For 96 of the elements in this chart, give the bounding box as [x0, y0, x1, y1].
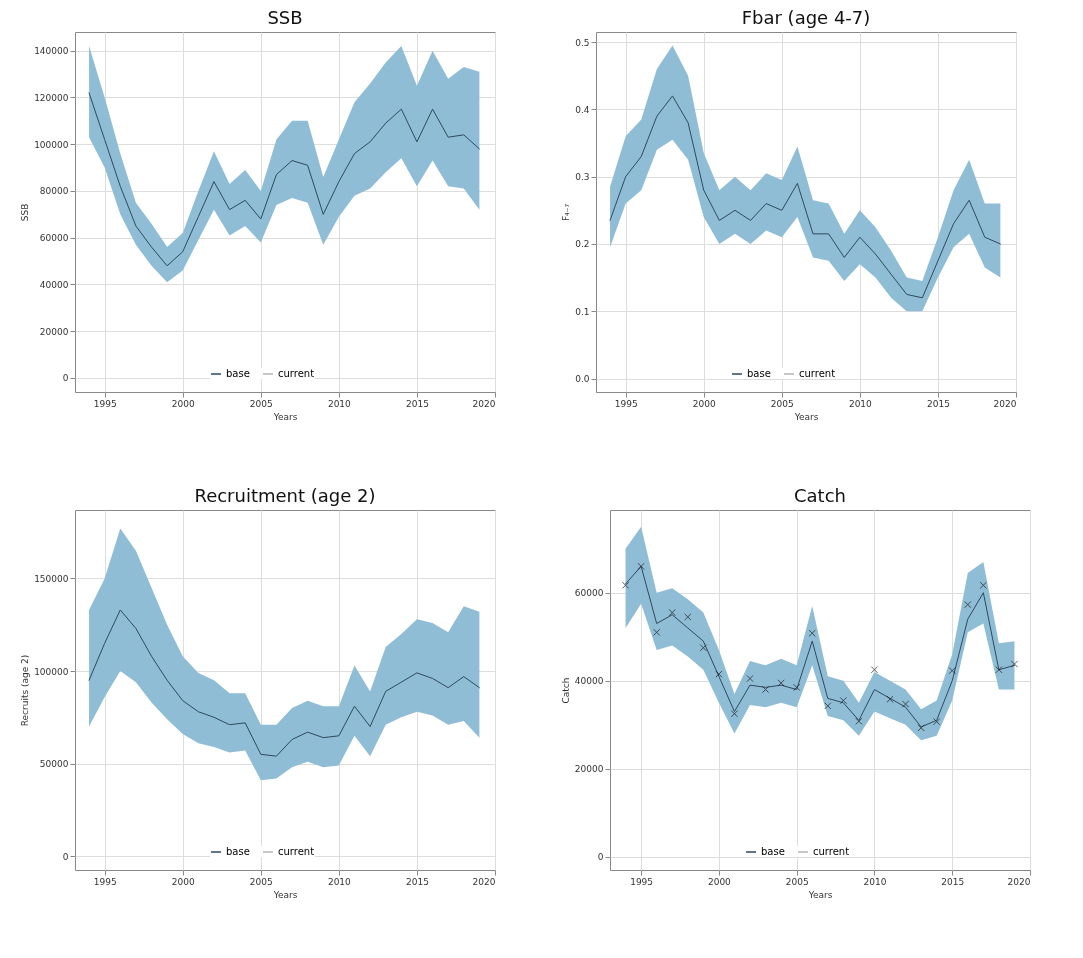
x-tick-label: 2020	[472, 876, 496, 887]
point	[948, 666, 956, 675]
y-tick-label: 0	[62, 373, 69, 384]
y-tick-label: 60000	[574, 588, 604, 599]
point	[668, 608, 676, 617]
y-tick-label: 0.3	[575, 172, 590, 183]
point	[793, 683, 801, 692]
y-tick-label: 0.5	[575, 37, 590, 48]
line-series	[625, 565, 1015, 728]
legend-label: base	[226, 846, 250, 857]
point	[839, 696, 847, 705]
x-axis-title: Years	[272, 889, 298, 900]
y-tick-label: 40000	[574, 676, 604, 687]
point	[746, 674, 754, 683]
legend-label: current	[278, 368, 315, 379]
x-tick-label: 2005	[770, 398, 794, 409]
x-axis-title: Years	[272, 411, 298, 422]
point	[684, 613, 692, 621]
point	[730, 710, 739, 718]
y-axis-title: Catch	[560, 677, 571, 704]
chart-title: Catch	[794, 485, 846, 506]
point	[855, 717, 863, 725]
point	[621, 581, 630, 589]
x-tick-label: 2015	[405, 876, 429, 887]
y-tick-label: 0.1	[575, 306, 590, 317]
point	[699, 644, 707, 652]
y-axis-title: Recruits (age 2)	[20, 654, 31, 727]
point	[917, 724, 925, 732]
x-tick-label: 1995	[93, 876, 117, 887]
y-tick-label: 0	[62, 851, 69, 862]
point	[715, 670, 723, 678]
chart-title: SSB	[267, 7, 303, 28]
point	[637, 562, 645, 570]
point	[901, 700, 910, 708]
x-tick-label: 2015	[941, 876, 965, 887]
y-tick-label: 40000	[39, 279, 69, 290]
legend-label: current	[278, 846, 315, 857]
x-tick-label: 2010	[327, 876, 352, 887]
point	[653, 628, 661, 637]
y-tick-label: 150000	[34, 573, 69, 584]
y-tick-label: 60000	[39, 233, 69, 244]
x-tick-label: 2005	[249, 398, 273, 409]
y-tick-label: 140000	[34, 46, 69, 57]
point	[824, 702, 832, 710]
x-tick-label: 2010	[863, 876, 887, 887]
legend-label: base	[761, 846, 785, 857]
x-tick-label: 2010	[327, 398, 352, 409]
legend-label: current	[813, 846, 850, 857]
point	[1010, 660, 1019, 668]
line-series	[88, 92, 480, 267]
x-tick-label: 2000	[171, 876, 195, 887]
y-tick-label: 80000	[39, 186, 69, 197]
x-tick-label: 2015	[405, 398, 429, 409]
x-tick-label: 2020	[993, 398, 1017, 409]
line-series	[609, 95, 1001, 299]
y-axis-title: SSB	[20, 203, 31, 222]
y-tick-label: 0	[597, 852, 604, 863]
point	[964, 600, 972, 609]
x-tick-label: 1995	[93, 398, 117, 409]
x-tick-label: 1995	[614, 398, 638, 409]
y-axis-title: F₄₋₇	[561, 203, 572, 222]
y-tick-label: 100000	[34, 666, 69, 677]
y-tick-label: 20000	[39, 326, 69, 337]
y-tick-label: 0.4	[575, 104, 590, 115]
point	[777, 679, 785, 687]
x-tick-label: 2005	[785, 876, 809, 887]
x-tick-label: 2000	[692, 398, 716, 409]
y-tick-label: 0.2	[575, 239, 590, 250]
x-tick-label: 2010	[848, 398, 873, 409]
x-tick-label: 2005	[249, 876, 273, 887]
x-tick-label: 1995	[630, 876, 654, 887]
line-series	[88, 609, 480, 757]
y-tick-label: 20000	[574, 764, 604, 775]
x-axis-title: Years	[793, 411, 819, 422]
x-tick-label: 2020	[1007, 876, 1031, 887]
chart-title: Recruitment (age 2)	[194, 485, 376, 506]
x-tick-label: 2015	[926, 398, 950, 409]
y-tick-label: 50000	[39, 759, 69, 770]
legend-label: current	[799, 368, 836, 379]
point	[979, 581, 987, 589]
point	[870, 666, 879, 674]
legend-label: base	[226, 368, 250, 379]
x-tick-label: 2000	[707, 876, 732, 887]
point	[808, 629, 816, 637]
x-tick-label: 2020	[472, 398, 496, 409]
x-tick-label: 2000	[171, 398, 195, 409]
x-axis-title: Years	[807, 889, 833, 900]
y-tick-label: 100000	[34, 139, 69, 150]
y-tick-label: 120000	[34, 92, 69, 103]
y-tick-label: 0.0	[575, 374, 590, 385]
point	[886, 695, 894, 703]
point	[995, 666, 1003, 674]
point	[761, 685, 770, 694]
chart-title: Fbar (age 4-7)	[741, 7, 871, 28]
legend-label: base	[747, 368, 771, 379]
point	[933, 718, 941, 726]
